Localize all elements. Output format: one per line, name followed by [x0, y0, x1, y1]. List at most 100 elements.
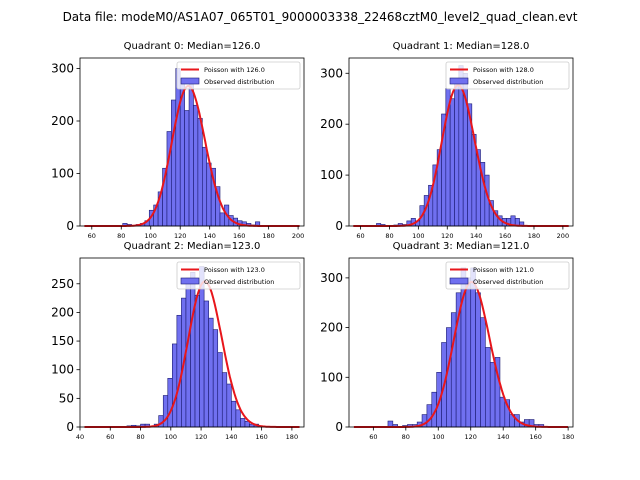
panel-title: Quadrant 1: Median=128.0 — [393, 41, 530, 52]
y-tick-label: 100 — [51, 363, 74, 377]
x-tick-label: 60 — [356, 232, 364, 240]
panel-quadrant-2: Quadrant 2: Median=123.0 40 60 80 100 120 140 1… — [51, 241, 305, 441]
x-tick-label: 120 — [465, 433, 477, 441]
axes-frame — [79, 57, 305, 227]
histogram-bar — [475, 292, 481, 428]
axes-frame — [348, 57, 574, 227]
legend: Poisson with 128.0 Observed distribution — [445, 61, 570, 90]
x-tick-label: 100 — [412, 232, 424, 240]
legend-frame — [445, 261, 570, 290]
x-tick-label: 180 — [286, 433, 298, 441]
x-tick-label: 60 — [106, 433, 114, 441]
y-tick-label: 200 — [320, 321, 343, 335]
x-tick-label: 120 — [195, 433, 207, 441]
histogram-bar — [197, 118, 203, 227]
y-tick-label: 0 — [66, 219, 74, 233]
x-tick-label: 140 — [470, 232, 482, 240]
histogram-bar — [199, 266, 205, 428]
legend-observed-label: Observed distribution — [473, 78, 543, 86]
histogram-bar — [240, 418, 246, 428]
x-tick-label: 140 — [225, 433, 237, 441]
y-tick-label: 150 — [51, 334, 74, 348]
panel-quadrant-3: Quadrant 3: Median=121.0 60 80 100 120 140 160… — [320, 241, 574, 441]
observed-bars — [122, 68, 261, 227]
x-tick-label: 80 — [402, 433, 410, 441]
legend-poisson-label: Poisson with 128.0 — [473, 66, 534, 74]
legend: Poisson with 126.0 Observed distribution — [176, 61, 301, 90]
y-tick-label: 100 — [51, 167, 74, 181]
x-tick-label: 40 — [76, 433, 84, 441]
legend-observed-swatch — [449, 277, 469, 285]
y-tick-label: 300 — [320, 271, 343, 285]
x-tick-label: 160 — [255, 433, 267, 441]
legend-observed-label: Observed distribution — [204, 278, 274, 286]
x-tick-label: 100 — [432, 433, 444, 441]
histogram-bar — [485, 347, 491, 428]
x-tick-label: 140 — [203, 232, 215, 240]
legend-poisson-label: Poisson with 123.0 — [204, 266, 265, 274]
x-tick-label: 80 — [385, 232, 393, 240]
histogram-bar — [172, 343, 178, 428]
histogram-bar — [208, 317, 214, 428]
y-tick-label: 0 — [335, 420, 343, 434]
y-tick-label: 200 — [51, 305, 74, 319]
legend-poisson-label: Poisson with 126.0 — [204, 66, 265, 74]
x-tick-label: 160 — [233, 232, 245, 240]
x-tick-label: 120 — [441, 232, 453, 240]
histogram-bar — [449, 98, 455, 227]
y-tick-label: 100 — [320, 370, 343, 384]
y-tick-label: 50 — [59, 391, 74, 405]
x-tick-label: 60 — [369, 433, 377, 441]
histogram-bar — [465, 277, 472, 428]
histogram-bar — [426, 404, 433, 428]
histogram-bar — [499, 396, 506, 428]
histogram-bar — [489, 362, 496, 428]
legend-frame — [176, 261, 301, 290]
observed-bars — [126, 266, 264, 428]
histogram-bar — [194, 294, 200, 428]
histogram-bar — [480, 317, 486, 428]
legend-observed-swatch — [180, 77, 200, 85]
histogram-bar — [171, 99, 177, 227]
x-tick-label: 180 — [262, 232, 274, 240]
histogram-bar — [184, 110, 190, 227]
histogram-bar — [188, 83, 194, 227]
x-tick-label: 140 — [497, 433, 509, 441]
histogram-bar — [446, 327, 452, 428]
y-tick-label: 300 — [320, 66, 343, 80]
legend: Poisson with 121.0 Observed distribution — [445, 261, 570, 290]
histogram-bar — [203, 300, 209, 428]
histogram-bar — [454, 83, 460, 227]
histogram-bar — [212, 329, 219, 428]
histogram-bar — [202, 146, 208, 227]
y-tick-label: 200 — [51, 114, 74, 128]
x-tick-label: 200 — [292, 232, 304, 240]
legend-poisson-label: Poisson with 121.0 — [473, 266, 534, 274]
x-tick-label: 160 — [529, 433, 541, 441]
panel-quadrant-0: Quadrant 0: Median=126.0 60 80 100 120 140 160… — [51, 41, 305, 240]
histogram-bar — [219, 212, 225, 227]
x-tick-label: 180 — [562, 433, 574, 441]
x-tick-label: 160 — [499, 232, 511, 240]
axes-frame — [348, 257, 574, 428]
legend-observed-swatch — [449, 77, 469, 85]
axes-frame — [79, 257, 305, 428]
histogram-bar — [206, 162, 212, 227]
x-tick-label: 180 — [528, 232, 540, 240]
y-tick-label: 200 — [320, 117, 343, 131]
x-tick-label: 60 — [88, 232, 96, 240]
histogram-bar — [175, 68, 181, 227]
panel-title: Quadrant 3: Median=121.0 — [393, 241, 530, 252]
legend-observed-swatch — [180, 277, 200, 285]
histogram-bar — [226, 383, 232, 428]
legend: Poisson with 123.0 Observed distribution — [176, 261, 301, 290]
observed-bars — [376, 65, 525, 227]
histogram-bar — [235, 409, 241, 428]
histogram-bar — [176, 314, 182, 428]
x-tick-label: 100 — [165, 433, 177, 441]
y-tick-label: 0 — [66, 420, 74, 434]
panel-title: Quadrant 2: Median=123.0 — [124, 241, 261, 252]
x-tick-label: 80 — [136, 433, 144, 441]
panel-quadrant-1: Quadrant 1: Median=128.0 60 80 100 120 140 160… — [320, 41, 574, 240]
panel-title: Quadrant 0: Median=126.0 — [124, 41, 261, 52]
